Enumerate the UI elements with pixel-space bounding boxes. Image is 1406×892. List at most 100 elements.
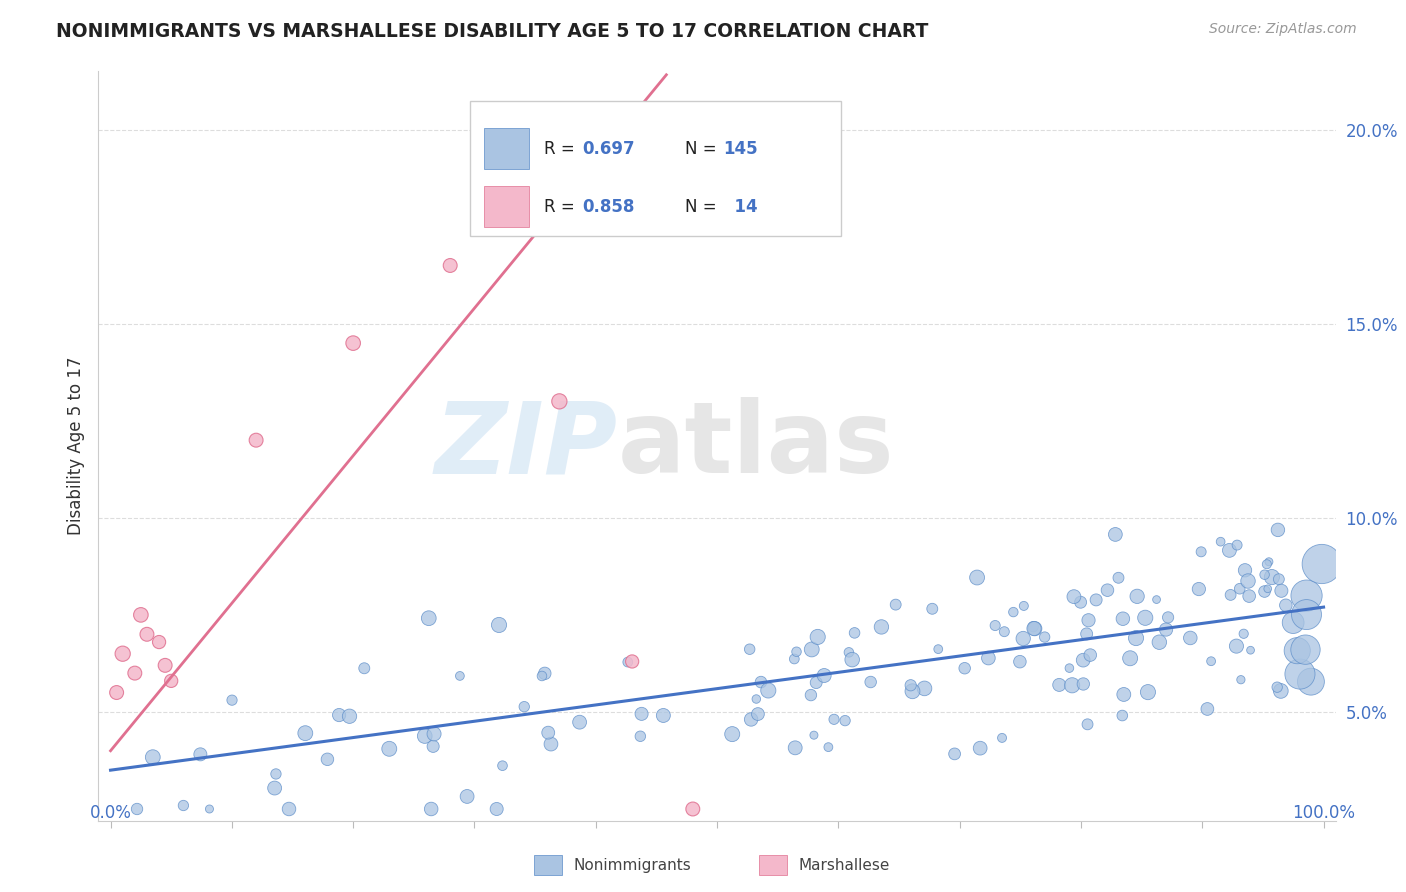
Text: 0.0%: 0.0% [90,805,132,822]
Point [1033,630,1056,644]
Point [921,601,943,615]
Point [1063,590,1085,604]
Point [1295,589,1317,603]
Point [1104,527,1126,541]
Point [621,655,644,669]
Point [807,630,830,644]
Text: Source: ZipAtlas.com: Source: ZipAtlas.com [1209,22,1357,37]
Point [1233,563,1256,577]
Point [278,802,301,816]
Point [1295,607,1317,622]
Point [1275,599,1298,613]
Point [420,802,443,816]
Point [353,661,375,675]
Point [1253,584,1275,599]
Point [747,707,769,722]
Point [884,598,907,612]
Point [1146,592,1168,607]
Point [413,729,436,743]
Point [422,739,444,754]
Point [1059,661,1081,675]
Point [844,626,866,640]
Text: R =: R = [544,197,579,216]
Point [1119,651,1142,665]
Point [339,709,361,723]
Point [1261,570,1284,584]
Point [129,607,152,622]
Point [418,611,440,625]
Point [1270,583,1292,598]
Point [1295,642,1317,657]
Point [783,652,806,666]
Point [439,259,461,273]
Text: 0.697: 0.697 [582,139,634,158]
Point [953,661,976,675]
Point [1008,655,1031,669]
Point [1012,599,1035,613]
Text: N =: N = [685,139,721,158]
Point [927,642,949,657]
Y-axis label: Disability Age 5 to 17: Disability Age 5 to 17 [66,357,84,535]
Point [1085,593,1108,607]
Text: N =: N = [685,197,721,216]
Point [198,802,221,816]
Point [1189,545,1212,559]
Point [111,647,134,661]
Text: 14: 14 [723,197,758,216]
Point [1299,674,1322,689]
Point [1270,684,1292,698]
Point [1197,702,1219,716]
Point [221,693,243,707]
Point [1022,622,1045,636]
Point [263,780,285,795]
Point [823,712,845,726]
Point [1047,678,1070,692]
Point [1225,639,1247,653]
Point [1199,654,1222,668]
Text: 0.858: 0.858 [582,197,634,216]
Point [749,675,772,690]
Point [993,624,1015,639]
Point [813,668,835,682]
Point [1289,667,1312,681]
Point [1070,595,1092,609]
Point [756,683,779,698]
Point [1180,631,1202,645]
Point [1111,708,1133,723]
Point [264,767,287,781]
Text: Nonimmigrants: Nonimmigrants [574,858,692,872]
Point [785,740,807,755]
Point [533,666,555,681]
Point [1097,583,1119,598]
Point [1154,623,1177,637]
Point [1077,613,1099,627]
Point [1071,653,1094,667]
Point [530,669,553,683]
Point [1218,543,1240,558]
Point [124,666,146,681]
Point [628,729,651,743]
Point [1209,534,1232,549]
Point [977,651,1000,665]
Point [1257,555,1279,569]
Point [513,699,536,714]
Text: atlas: atlas [619,398,894,494]
Point [1136,685,1159,699]
Point [1286,643,1309,657]
Point [172,798,194,813]
Point [740,713,762,727]
Point [652,708,675,723]
Point [745,692,768,706]
Point [1108,571,1130,585]
Point [142,750,165,764]
Point [786,645,808,659]
Point [1310,557,1333,571]
Point [1157,610,1180,624]
Point [378,741,401,756]
Point [943,747,966,761]
Point [966,570,988,584]
Point [1282,615,1305,630]
Point [568,715,591,730]
Point [901,684,924,698]
Point [1076,717,1098,731]
